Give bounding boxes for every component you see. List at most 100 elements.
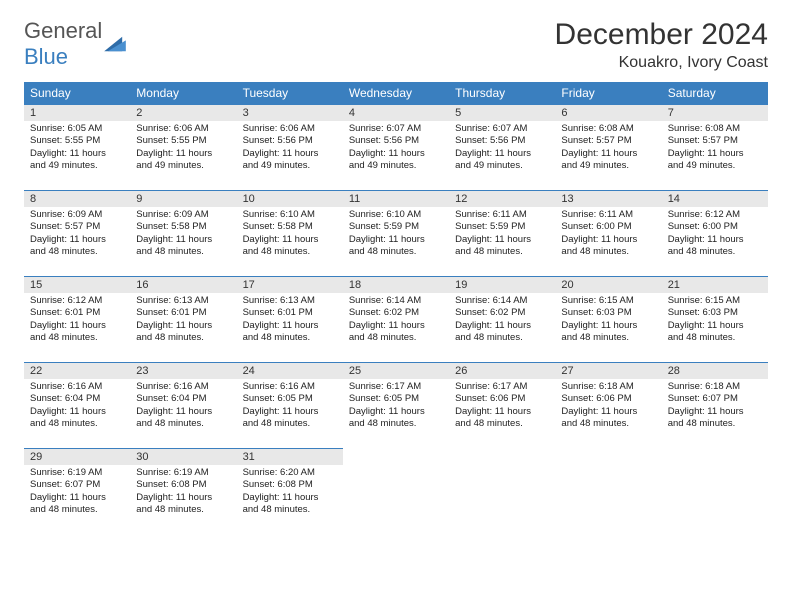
- day-details: Sunrise: 6:19 AMSunset: 6:08 PMDaylight:…: [130, 465, 236, 520]
- day-details: Sunrise: 6:14 AMSunset: 6:02 PMDaylight:…: [449, 293, 555, 348]
- calendar-cell: 29Sunrise: 6:19 AMSunset: 6:07 PMDayligh…: [24, 448, 130, 534]
- calendar-cell: 25Sunrise: 6:17 AMSunset: 6:05 PMDayligh…: [343, 362, 449, 448]
- day-details: Sunrise: 6:12 AMSunset: 6:00 PMDaylight:…: [662, 207, 768, 262]
- day-details: Sunrise: 6:12 AMSunset: 6:01 PMDaylight:…: [24, 293, 130, 348]
- day-details: Sunrise: 6:15 AMSunset: 6:03 PMDaylight:…: [662, 293, 768, 348]
- day-number: 30: [130, 448, 236, 465]
- calendar-cell: 16Sunrise: 6:13 AMSunset: 6:01 PMDayligh…: [130, 276, 236, 362]
- day-number: 11: [343, 190, 449, 207]
- day-number: 1: [24, 104, 130, 121]
- calendar-cell: 26Sunrise: 6:17 AMSunset: 6:06 PMDayligh…: [449, 362, 555, 448]
- title-block: December 2024 Kouakro, Ivory Coast: [555, 18, 768, 72]
- calendar-cell: 14Sunrise: 6:12 AMSunset: 6:00 PMDayligh…: [662, 190, 768, 276]
- calendar-cell: 20Sunrise: 6:15 AMSunset: 6:03 PMDayligh…: [555, 276, 661, 362]
- day-details: Sunrise: 6:11 AMSunset: 5:59 PMDaylight:…: [449, 207, 555, 262]
- calendar-cell: 23Sunrise: 6:16 AMSunset: 6:04 PMDayligh…: [130, 362, 236, 448]
- day-details: Sunrise: 6:13 AMSunset: 6:01 PMDaylight:…: [237, 293, 343, 348]
- weekday-header: Sunday: [24, 82, 130, 104]
- day-number: 25: [343, 362, 449, 379]
- day-number: 21: [662, 276, 768, 293]
- logo-word1: General: [24, 18, 102, 43]
- day-details: Sunrise: 6:19 AMSunset: 6:07 PMDaylight:…: [24, 465, 130, 520]
- day-number: 28: [662, 362, 768, 379]
- day-details: Sunrise: 6:20 AMSunset: 6:08 PMDaylight:…: [237, 465, 343, 520]
- weekday-header: Tuesday: [237, 82, 343, 104]
- day-details: Sunrise: 6:06 AMSunset: 5:56 PMDaylight:…: [237, 121, 343, 176]
- day-details: Sunrise: 6:09 AMSunset: 5:57 PMDaylight:…: [24, 207, 130, 262]
- day-details: Sunrise: 6:07 AMSunset: 5:56 PMDaylight:…: [343, 121, 449, 176]
- calendar-cell-empty: [662, 448, 768, 534]
- calendar-cell: 3Sunrise: 6:06 AMSunset: 5:56 PMDaylight…: [237, 104, 343, 190]
- day-details: Sunrise: 6:18 AMSunset: 6:06 PMDaylight:…: [555, 379, 661, 434]
- calendar-cell: 9Sunrise: 6:09 AMSunset: 5:58 PMDaylight…: [130, 190, 236, 276]
- calendar-cell: 22Sunrise: 6:16 AMSunset: 6:04 PMDayligh…: [24, 362, 130, 448]
- day-number: 26: [449, 362, 555, 379]
- calendar-cell-empty: [343, 448, 449, 534]
- calendar-header-row: SundayMondayTuesdayWednesdayThursdayFrid…: [24, 82, 768, 104]
- day-details: Sunrise: 6:06 AMSunset: 5:55 PMDaylight:…: [130, 121, 236, 176]
- day-number: 8: [24, 190, 130, 207]
- day-number: 19: [449, 276, 555, 293]
- day-number: 9: [130, 190, 236, 207]
- day-details: Sunrise: 6:16 AMSunset: 6:04 PMDaylight:…: [130, 379, 236, 434]
- day-number: 29: [24, 448, 130, 465]
- location-subtitle: Kouakro, Ivory Coast: [555, 54, 768, 72]
- day-details: Sunrise: 6:15 AMSunset: 6:03 PMDaylight:…: [555, 293, 661, 348]
- weekday-header: Friday: [555, 82, 661, 104]
- calendar-cell: 12Sunrise: 6:11 AMSunset: 5:59 PMDayligh…: [449, 190, 555, 276]
- day-details: Sunrise: 6:07 AMSunset: 5:56 PMDaylight:…: [449, 121, 555, 176]
- calendar-table: SundayMondayTuesdayWednesdayThursdayFrid…: [24, 82, 768, 534]
- calendar-cell-empty: [449, 448, 555, 534]
- day-details: Sunrise: 6:13 AMSunset: 6:01 PMDaylight:…: [130, 293, 236, 348]
- day-number: 27: [555, 362, 661, 379]
- calendar-cell: 1Sunrise: 6:05 AMSunset: 5:55 PMDaylight…: [24, 104, 130, 190]
- calendar-body: 1Sunrise: 6:05 AMSunset: 5:55 PMDaylight…: [24, 104, 768, 534]
- day-number: 4: [343, 104, 449, 121]
- calendar-cell: 27Sunrise: 6:18 AMSunset: 6:06 PMDayligh…: [555, 362, 661, 448]
- calendar-cell: 6Sunrise: 6:08 AMSunset: 5:57 PMDaylight…: [555, 104, 661, 190]
- day-number: 23: [130, 362, 236, 379]
- calendar-cell: 2Sunrise: 6:06 AMSunset: 5:55 PMDaylight…: [130, 104, 236, 190]
- day-number: 2: [130, 104, 236, 121]
- day-details: Sunrise: 6:08 AMSunset: 5:57 PMDaylight:…: [662, 121, 768, 176]
- day-number: 15: [24, 276, 130, 293]
- day-number: 5: [449, 104, 555, 121]
- day-number: 13: [555, 190, 661, 207]
- calendar-cell: 11Sunrise: 6:10 AMSunset: 5:59 PMDayligh…: [343, 190, 449, 276]
- calendar-cell: 18Sunrise: 6:14 AMSunset: 6:02 PMDayligh…: [343, 276, 449, 362]
- day-number: 7: [662, 104, 768, 121]
- calendar-cell: 8Sunrise: 6:09 AMSunset: 5:57 PMDaylight…: [24, 190, 130, 276]
- day-number: 18: [343, 276, 449, 293]
- calendar-cell: 19Sunrise: 6:14 AMSunset: 6:02 PMDayligh…: [449, 276, 555, 362]
- calendar-cell: 13Sunrise: 6:11 AMSunset: 6:00 PMDayligh…: [555, 190, 661, 276]
- calendar-cell: 10Sunrise: 6:10 AMSunset: 5:58 PMDayligh…: [237, 190, 343, 276]
- logo-word2: Blue: [24, 44, 68, 69]
- calendar-cell: 24Sunrise: 6:16 AMSunset: 6:05 PMDayligh…: [237, 362, 343, 448]
- logo: General Blue: [24, 18, 126, 70]
- day-details: Sunrise: 6:16 AMSunset: 6:04 PMDaylight:…: [24, 379, 130, 434]
- day-number: 10: [237, 190, 343, 207]
- day-number: 6: [555, 104, 661, 121]
- calendar-cell: 28Sunrise: 6:18 AMSunset: 6:07 PMDayligh…: [662, 362, 768, 448]
- logo-triangle-icon: [104, 35, 126, 53]
- day-details: Sunrise: 6:17 AMSunset: 6:06 PMDaylight:…: [449, 379, 555, 434]
- day-details: Sunrise: 6:14 AMSunset: 6:02 PMDaylight:…: [343, 293, 449, 348]
- weekday-header: Saturday: [662, 82, 768, 104]
- calendar-cell: 4Sunrise: 6:07 AMSunset: 5:56 PMDaylight…: [343, 104, 449, 190]
- day-number: 3: [237, 104, 343, 121]
- day-details: Sunrise: 6:16 AMSunset: 6:05 PMDaylight:…: [237, 379, 343, 434]
- logo-text: General Blue: [24, 18, 102, 70]
- header: General Blue December 2024 Kouakro, Ivor…: [24, 18, 768, 72]
- calendar-cell: 17Sunrise: 6:13 AMSunset: 6:01 PMDayligh…: [237, 276, 343, 362]
- day-number: 24: [237, 362, 343, 379]
- calendar-cell: 30Sunrise: 6:19 AMSunset: 6:08 PMDayligh…: [130, 448, 236, 534]
- weekday-header: Thursday: [449, 82, 555, 104]
- day-details: Sunrise: 6:08 AMSunset: 5:57 PMDaylight:…: [555, 121, 661, 176]
- calendar-cell: 15Sunrise: 6:12 AMSunset: 6:01 PMDayligh…: [24, 276, 130, 362]
- day-number: 12: [449, 190, 555, 207]
- calendar-cell: 5Sunrise: 6:07 AMSunset: 5:56 PMDaylight…: [449, 104, 555, 190]
- weekday-header: Wednesday: [343, 82, 449, 104]
- calendar-cell: 21Sunrise: 6:15 AMSunset: 6:03 PMDayligh…: [662, 276, 768, 362]
- day-details: Sunrise: 6:11 AMSunset: 6:00 PMDaylight:…: [555, 207, 661, 262]
- day-number: 22: [24, 362, 130, 379]
